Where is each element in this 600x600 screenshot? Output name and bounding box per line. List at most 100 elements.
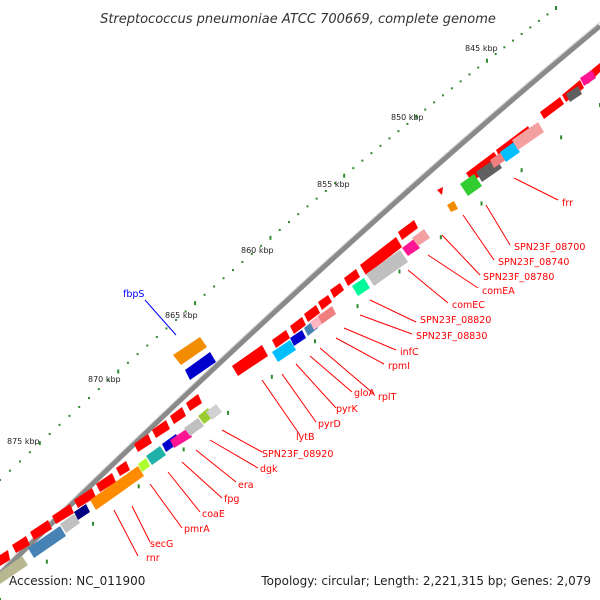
scale-dot [520, 168, 523, 173]
scale-dot [146, 344, 149, 347]
gene-label-infC: infC [400, 347, 419, 358]
scale-dot [555, 6, 557, 10]
scale-dot [406, 122, 409, 125]
scale-dot [560, 135, 563, 140]
gene-label-rplT: rplT [378, 392, 397, 403]
scale-dot [370, 152, 373, 155]
scale-dot [136, 353, 139, 356]
scale-dot [250, 252, 253, 255]
scale-dot [450, 87, 453, 90]
gene-label-comEA: comEA [482, 286, 515, 297]
genome-backbone [0, 24, 600, 576]
inner-genes [0, 70, 596, 584]
gene-label-SPN23F-08830: SPN23F_08830 [416, 331, 487, 342]
tick-labels: 845 kbp 850 kbp 855 kbp 860 kbp 865 kbp … [7, 44, 498, 446]
scale-dot [241, 260, 244, 263]
scale-dot [459, 80, 462, 83]
scale-dot [8, 469, 11, 472]
scale-dot [424, 108, 427, 111]
gene-label-SPN23F-08700: SPN23F_08700 [514, 242, 585, 253]
scale-dot [213, 285, 216, 288]
scale-dot [379, 144, 382, 147]
fbpS-leader [144, 299, 177, 336]
scale-dot [222, 277, 225, 280]
outer-genes [173, 187, 458, 380]
scale-dot [388, 137, 391, 140]
scale-dot [503, 46, 506, 49]
gene-label-SPN23F-08820: SPN23F_08820 [420, 315, 491, 326]
scale-dot [28, 451, 31, 454]
map-title: Streptococcus pneumoniae ATCC 700669, co… [100, 12, 496, 27]
gene-label-gloA: gloA [354, 388, 375, 399]
scale-dot [468, 73, 471, 76]
scale-dot [18, 460, 21, 463]
gene-label-fpg: fpg [224, 494, 239, 505]
scale-dot [194, 301, 197, 306]
gene-label-era: era [238, 480, 254, 491]
tick-870: 870 kbp [88, 375, 121, 384]
scale-dot [334, 182, 337, 185]
scale-dot [439, 235, 442, 240]
scale-dot [137, 484, 140, 489]
gene-label-pyrD: pyrD [318, 419, 341, 430]
tick-875: 875 kbp [7, 437, 40, 446]
scale-dots [0, 6, 600, 600]
gene-label-SPN23F-08780: SPN23F_08780 [483, 272, 554, 283]
gene-label-fbpS: fbpS [123, 289, 144, 300]
scale-dot [175, 318, 178, 321]
scale-dot [288, 221, 290, 223]
gene-label-SPN23F-08920: SPN23F_08920 [262, 449, 333, 460]
scale-dot [45, 559, 48, 564]
scale-dot [203, 293, 206, 296]
scale-dot [231, 269, 234, 272]
scale-dot [78, 405, 81, 408]
scale-dot [107, 379, 110, 382]
scale-dot [278, 228, 281, 231]
scale-dot [512, 39, 515, 42]
scale-dot [415, 114, 418, 119]
scale-dot [485, 58, 488, 63]
scale-dot [324, 189, 327, 192]
scale-dot [0, 598, 1, 600]
tick-855: 855 kbp [317, 180, 350, 189]
scale-dot [68, 414, 71, 417]
gene-label-pmrA: pmrA [184, 524, 210, 535]
genome-summary-text: Topology: circular; Length: 2,221,315 bp… [260, 574, 591, 588]
scale-dot [92, 521, 95, 526]
scale-dot [356, 304, 359, 309]
scale-dot [433, 101, 436, 104]
scale-dot [397, 130, 400, 133]
scale-dot [314, 339, 316, 344]
gene-label-SPN23F-08740: SPN23F_08740 [498, 257, 569, 268]
gene-label-secG: secG [150, 539, 173, 550]
scale-dot [182, 447, 185, 452]
scale-dot [477, 66, 480, 69]
gene-label-frr: frr [562, 198, 573, 209]
tick-860: 860 kbp [241, 246, 274, 255]
gene-label-rnr: rnr [146, 553, 160, 564]
scale-dot [315, 197, 318, 200]
scale-dot [88, 396, 91, 399]
scale-dot [306, 205, 309, 208]
scale-dot [227, 410, 230, 415]
scale-dot [38, 441, 41, 446]
gene-label-dgk: dgk [260, 464, 278, 475]
scale-dot [48, 432, 51, 435]
scale-dot [184, 310, 187, 313]
scale-dot [0, 479, 1, 481]
tick-845: 845 kbp [465, 44, 498, 53]
leader-lines [113, 177, 559, 557]
gene-label-pyrK: pyrK [336, 404, 359, 415]
scale-dot [537, 19, 540, 22]
gene-label-lytB: lytB [296, 432, 315, 443]
scale-dot [155, 335, 158, 338]
scale-dot [58, 423, 61, 426]
gene-fbpS-partner [185, 352, 216, 380]
scale-dot [361, 159, 364, 162]
forward-genes [0, 63, 600, 566]
scale-dot [442, 94, 445, 97]
scale-dot [352, 167, 355, 170]
scale-dot [297, 213, 300, 216]
gene-labels: frr SPN23F_08700 SPN23F_08740 SPN23F_087… [146, 198, 585, 564]
